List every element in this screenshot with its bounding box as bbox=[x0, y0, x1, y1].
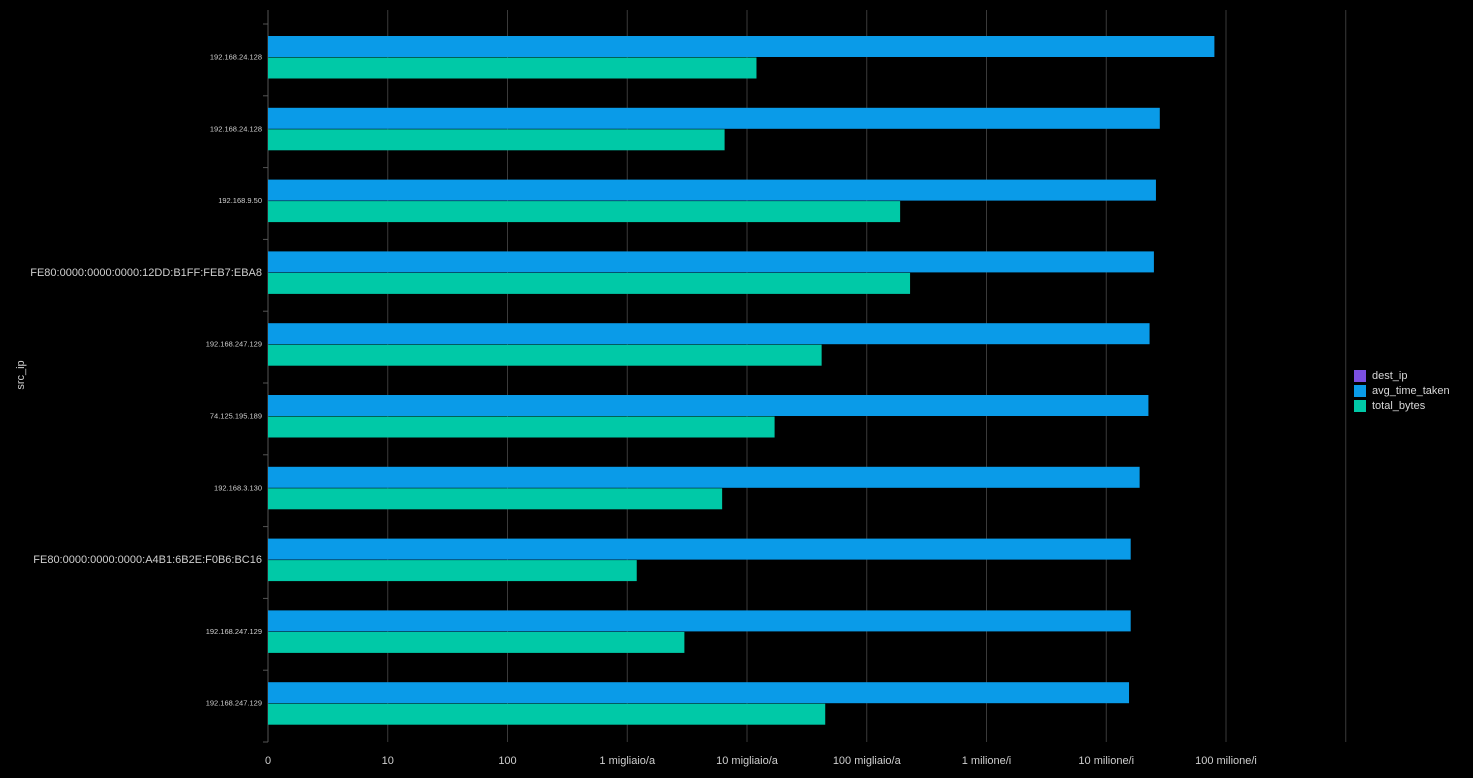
x-tick-label: 100 milione/i bbox=[1195, 755, 1257, 767]
bar-total_bytes[interactable] bbox=[268, 129, 725, 151]
bar-total_bytes[interactable] bbox=[268, 416, 775, 438]
category-label: 192.168.247.129 bbox=[206, 627, 262, 636]
bar-total_bytes[interactable] bbox=[268, 488, 723, 510]
bar-avg_time_taken[interactable] bbox=[268, 323, 1150, 345]
bar-avg_time_taken[interactable] bbox=[268, 107, 1160, 129]
category-label: 192.168.24.128 bbox=[210, 52, 262, 61]
bar-avg_time_taken[interactable] bbox=[268, 466, 1140, 488]
bar-avg_time_taken[interactable] bbox=[268, 179, 1156, 201]
x-tick-labels: 0 10 100 1 migliaio/a 10 migliaio/a 100 migli… bbox=[265, 755, 1257, 767]
legend: dest_ip avg_time_taken total_bytes bbox=[1354, 368, 1450, 413]
bar-total_bytes[interactable] bbox=[268, 272, 911, 294]
bar-avg_time_taken[interactable] bbox=[268, 682, 1130, 704]
category-label: FE80:0000:0000:0000:12DD:B1FF:FEB7:EBA8 bbox=[30, 267, 262, 279]
bar-total_bytes[interactable] bbox=[268, 703, 826, 725]
x-tick-label: 10 migliaio/a bbox=[716, 755, 779, 767]
category-label: FE80:0000:0000:0000:A4B1:6B2E:F0B6:BC16 bbox=[33, 554, 262, 566]
bar-total_bytes[interactable] bbox=[268, 57, 757, 79]
legend-label: dest_ip bbox=[1372, 369, 1408, 382]
bar-total_bytes[interactable] bbox=[268, 201, 901, 223]
bars bbox=[268, 36, 1215, 725]
legend-swatch bbox=[1354, 399, 1366, 412]
legend-swatch bbox=[1354, 384, 1366, 397]
legend-item-total_bytes[interactable]: total_bytes bbox=[1354, 398, 1450, 413]
legend-label: total_bytes bbox=[1372, 399, 1426, 412]
x-tick-label: 100 bbox=[498, 755, 516, 767]
x-tick-label: 10 milione/i bbox=[1078, 755, 1134, 767]
x-tick-label: 1 migliaio/a bbox=[599, 755, 656, 767]
category-label: 192.168.24.128 bbox=[210, 124, 262, 133]
category-label: 192.168.247.129 bbox=[206, 699, 262, 708]
x-tick-label: 1 milione/i bbox=[962, 755, 1012, 767]
y-axis-label: src_ip bbox=[15, 360, 27, 389]
category-labels: 192.168.24.128 192.168.24.128 192.168.9.50… bbox=[30, 52, 262, 707]
bar-total_bytes[interactable] bbox=[268, 344, 822, 366]
x-tick-label: 100 migliaio/a bbox=[833, 755, 902, 767]
bar-total_bytes[interactable] bbox=[268, 560, 637, 582]
legend-item-avg_time_taken[interactable]: avg_time_taken bbox=[1354, 383, 1450, 398]
bar-avg_time_taken[interactable] bbox=[268, 251, 1154, 273]
legend-label: avg_time_taken bbox=[1372, 384, 1450, 397]
bar-avg_time_taken[interactable] bbox=[268, 610, 1131, 632]
legend-swatch bbox=[1354, 369, 1366, 382]
bar-avg_time_taken[interactable] bbox=[268, 395, 1149, 416]
x-tick-label: 0 bbox=[265, 755, 271, 767]
category-label: 192.168.3.130 bbox=[214, 483, 262, 492]
category-label: 192.168.9.50 bbox=[218, 196, 262, 205]
bar-avg_time_taken[interactable] bbox=[268, 538, 1131, 560]
category-label: 192.168.247.129 bbox=[206, 340, 262, 349]
bar-avg_time_taken[interactable] bbox=[268, 36, 1215, 57]
legend-item-dest_ip[interactable]: dest_ip bbox=[1354, 368, 1450, 383]
bar-total_bytes[interactable] bbox=[268, 631, 685, 653]
x-tick-label: 10 bbox=[382, 755, 394, 767]
category-label: 74.125.195.189 bbox=[210, 411, 262, 420]
